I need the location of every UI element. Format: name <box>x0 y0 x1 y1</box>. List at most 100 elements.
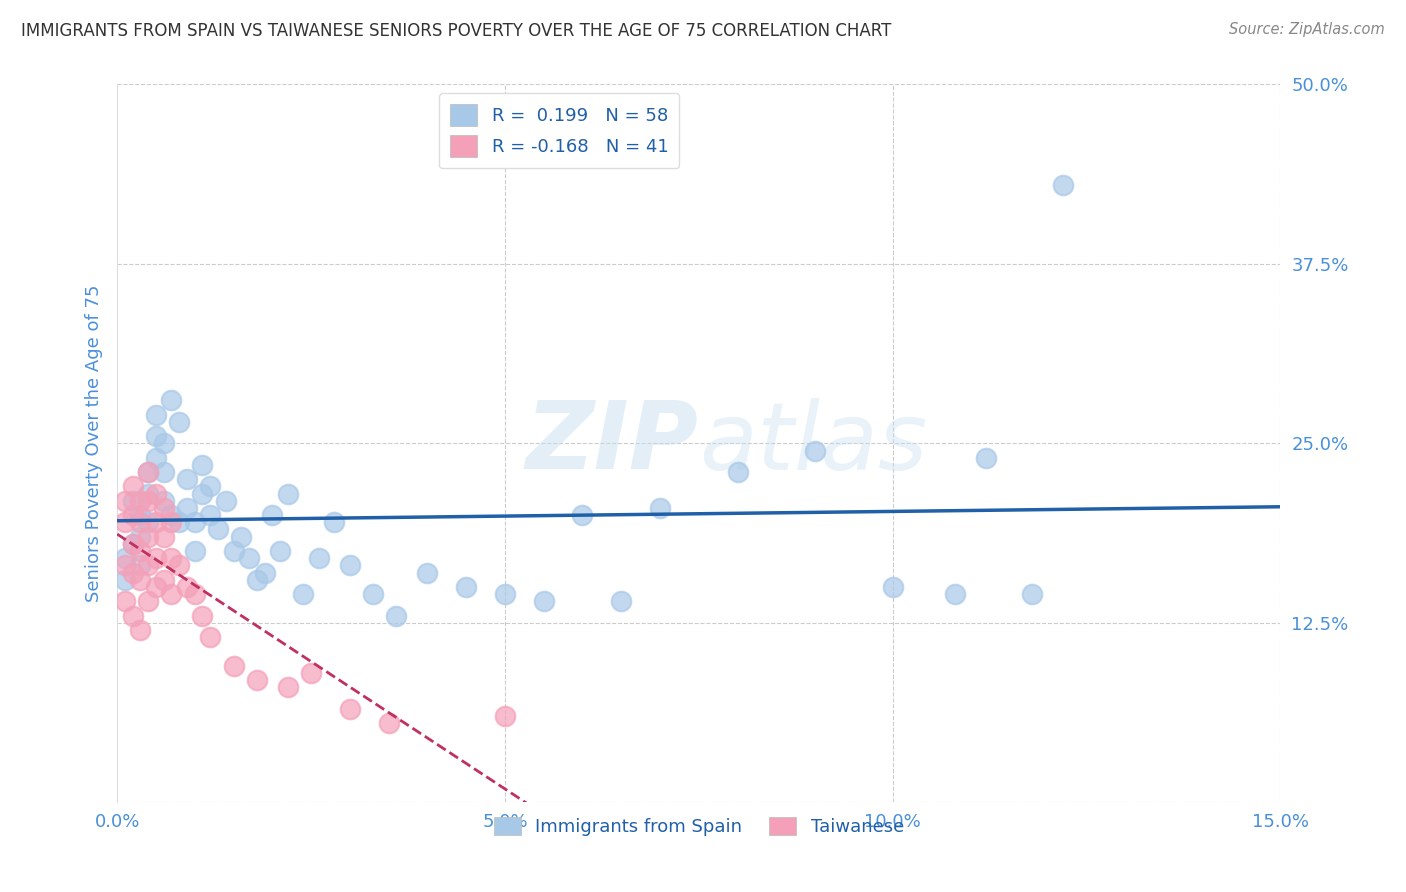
Point <box>136 465 159 479</box>
Point <box>804 443 827 458</box>
Point <box>494 587 516 601</box>
Point <box>882 580 904 594</box>
Point <box>277 486 299 500</box>
Point <box>269 544 291 558</box>
Point <box>308 551 330 566</box>
Point <box>167 558 190 573</box>
Point <box>129 530 152 544</box>
Point <box>136 516 159 530</box>
Point <box>160 516 183 530</box>
Point <box>114 551 136 566</box>
Point <box>129 623 152 637</box>
Point <box>145 408 167 422</box>
Point <box>152 465 174 479</box>
Point <box>145 450 167 465</box>
Point <box>207 523 229 537</box>
Point <box>136 493 159 508</box>
Legend: Immigrants from Spain, Taiwanese: Immigrants from Spain, Taiwanese <box>486 810 911 844</box>
Point <box>231 530 253 544</box>
Point <box>222 544 245 558</box>
Point <box>114 558 136 573</box>
Point <box>974 450 997 465</box>
Text: ZIP: ZIP <box>526 397 699 490</box>
Point <box>136 558 159 573</box>
Point <box>416 566 439 580</box>
Point <box>299 666 322 681</box>
Point <box>121 608 143 623</box>
Point <box>222 659 245 673</box>
Point <box>145 580 167 594</box>
Point <box>136 465 159 479</box>
Point <box>610 594 633 608</box>
Point <box>121 537 143 551</box>
Point <box>253 566 276 580</box>
Point <box>176 500 198 515</box>
Point <box>246 673 269 688</box>
Point <box>200 630 222 644</box>
Point <box>246 573 269 587</box>
Point <box>943 587 966 601</box>
Point <box>121 537 143 551</box>
Point <box>1021 587 1043 601</box>
Text: IMMIGRANTS FROM SPAIN VS TAIWANESE SENIORS POVERTY OVER THE AGE OF 75 CORRELATIO: IMMIGRANTS FROM SPAIN VS TAIWANESE SENIO… <box>21 22 891 40</box>
Point <box>160 508 183 523</box>
Text: Source: ZipAtlas.com: Source: ZipAtlas.com <box>1229 22 1385 37</box>
Point <box>129 573 152 587</box>
Point <box>727 465 749 479</box>
Point <box>361 587 384 601</box>
Y-axis label: Seniors Poverty Over the Age of 75: Seniors Poverty Over the Age of 75 <box>86 285 103 602</box>
Point <box>494 709 516 723</box>
Point <box>176 472 198 486</box>
Point <box>377 716 399 731</box>
Point <box>262 508 284 523</box>
Point <box>121 479 143 493</box>
Point <box>145 516 167 530</box>
Point <box>292 587 315 601</box>
Point <box>152 573 174 587</box>
Point <box>129 516 152 530</box>
Point <box>129 544 152 558</box>
Point <box>136 530 159 544</box>
Point <box>215 493 238 508</box>
Point <box>129 493 152 508</box>
Point <box>167 415 190 429</box>
Point <box>200 479 222 493</box>
Point <box>114 573 136 587</box>
Point <box>152 500 174 515</box>
Point <box>533 594 555 608</box>
Point <box>129 508 152 523</box>
Point <box>1052 178 1074 192</box>
Point <box>145 551 167 566</box>
Point <box>114 493 136 508</box>
Point <box>121 493 143 508</box>
Point <box>191 608 214 623</box>
Point <box>145 486 167 500</box>
Point <box>238 551 260 566</box>
Point <box>136 594 159 608</box>
Text: atlas: atlas <box>699 398 927 489</box>
Point <box>385 608 408 623</box>
Point <box>114 594 136 608</box>
Point <box>160 551 183 566</box>
Point <box>136 486 159 500</box>
Point <box>648 500 671 515</box>
Point <box>152 493 174 508</box>
Point <box>167 516 190 530</box>
Point <box>184 516 207 530</box>
Point <box>184 587 207 601</box>
Point <box>323 516 346 530</box>
Point <box>184 544 207 558</box>
Point <box>152 436 174 450</box>
Point <box>152 530 174 544</box>
Point <box>191 486 214 500</box>
Point <box>200 508 222 523</box>
Point <box>129 558 152 573</box>
Point <box>456 580 478 594</box>
Point <box>191 458 214 472</box>
Point <box>114 516 136 530</box>
Point <box>121 508 143 523</box>
Point <box>339 558 361 573</box>
Point <box>176 580 198 594</box>
Point <box>277 681 299 695</box>
Point <box>339 702 361 716</box>
